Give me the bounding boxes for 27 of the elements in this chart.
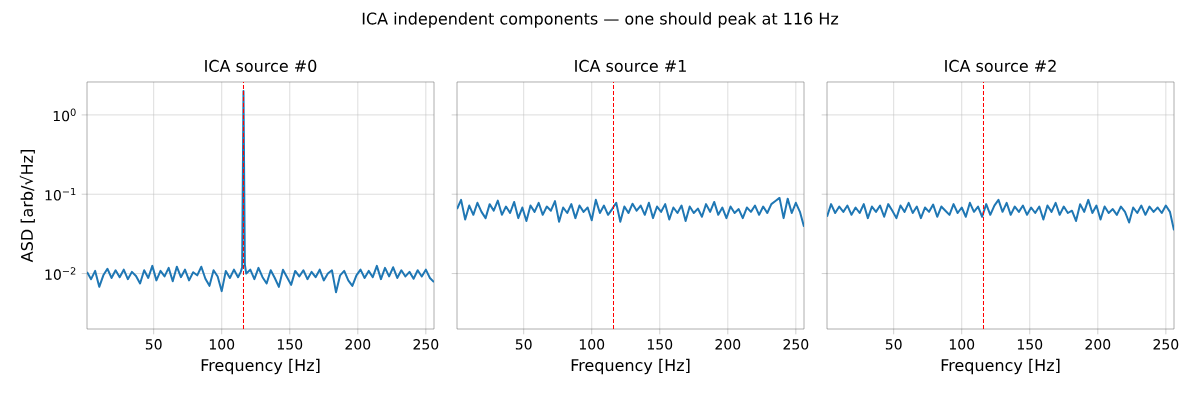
y-tick-label: 10$^{0}$ bbox=[53, 108, 76, 122]
chart-title: ICA source #1 bbox=[575, 59, 686, 72]
y-tick-label: 10$^{−1}$ bbox=[45, 187, 76, 201]
chart-title: ICA source #0 bbox=[205, 59, 317, 72]
x-tick-label: 150 bbox=[647, 339, 673, 350]
x-tick-label: 200 bbox=[715, 339, 741, 350]
text: ICA independent components — one should peak at 116 Hz bbox=[362, 12, 839, 28]
x-tick-label: 50 bbox=[145, 339, 162, 350]
x-axis-title: Frequency [Hz] bbox=[941, 358, 1060, 375]
y-axis-title: ASD [arb/√Hz] bbox=[19, 150, 35, 263]
x-tick-label: 150 bbox=[1017, 339, 1043, 350]
x-tick-label: 150 bbox=[277, 339, 303, 350]
x-tick-label: 200 bbox=[345, 339, 371, 350]
x-tick-label: 250 bbox=[1153, 339, 1179, 350]
x-tick-label: 100 bbox=[209, 339, 235, 350]
x-axis-title: Frequency [Hz] bbox=[571, 358, 690, 375]
x-tick-label: 50 bbox=[885, 339, 902, 350]
x-axis-title: Frequency [Hz] bbox=[201, 358, 320, 375]
x-tick-label: 100 bbox=[949, 339, 975, 350]
x-tick-label: 50 bbox=[515, 339, 532, 350]
x-tick-label: 100 bbox=[579, 339, 605, 350]
line-series bbox=[87, 90, 435, 294]
x-tick-label: 200 bbox=[1085, 339, 1111, 350]
x-tick-label: 250 bbox=[413, 339, 439, 350]
y-tick-label: 10$^{−2}$ bbox=[45, 267, 76, 280]
x-tick-label: 250 bbox=[783, 339, 809, 350]
chart-title: ICA source #2 bbox=[945, 59, 1056, 72]
